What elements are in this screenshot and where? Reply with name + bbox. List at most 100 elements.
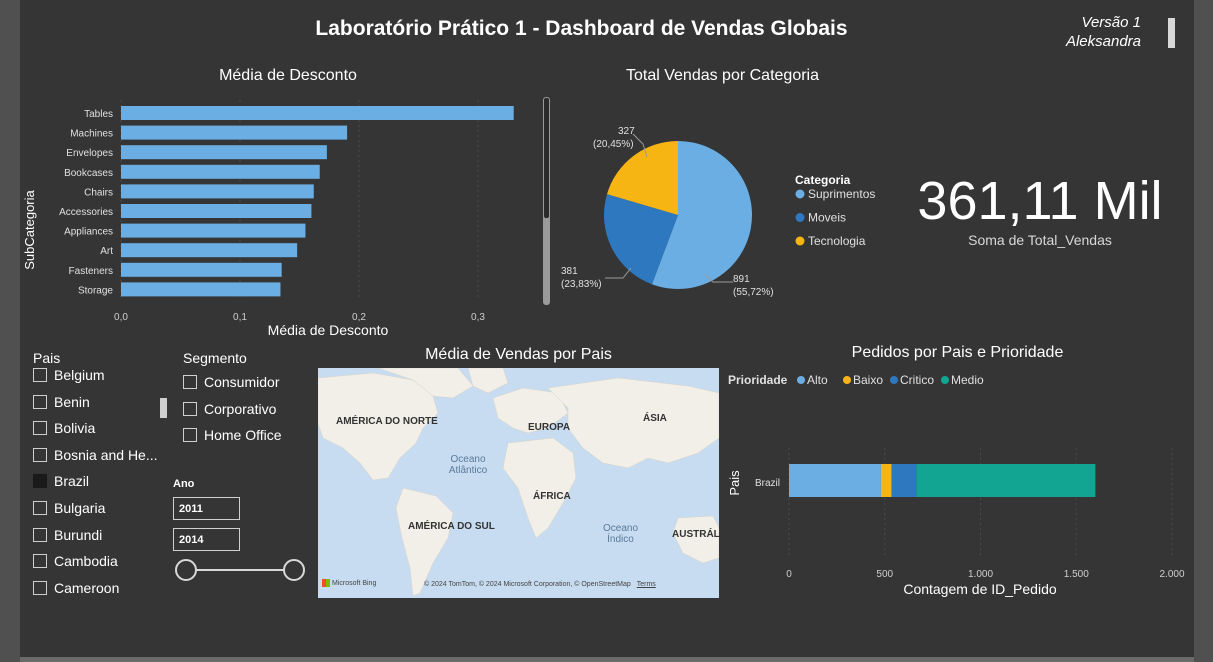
legend-item-moveis[interactable]: Moveis: [808, 211, 846, 225]
priority-bar-critico[interactable]: [891, 464, 917, 497]
category-legend-title: Categoria: [795, 173, 851, 187]
checkbox-icon[interactable]: [33, 421, 47, 436]
discount-category-label: Accessories: [59, 207, 113, 218]
discount-bar-accessories[interactable]: [121, 204, 312, 218]
priority-bar-baixo[interactable]: [880, 464, 892, 497]
discount-bar-envelopes[interactable]: [121, 145, 327, 160]
canvas-bottom-border: [20, 657, 1194, 662]
discount-scrollbar-thumb[interactable]: [544, 98, 549, 218]
priority-bar-chart: Prioridade Alto Baixo Critico Medio Pais Br…: [727, 373, 1185, 597]
priority-chart-ylabel: Pais: [727, 470, 742, 496]
priority-legend-title: Prioridade: [728, 373, 788, 387]
discount-category-label: Fasteners: [69, 266, 113, 277]
pais-item-label: Bosnia and He...: [54, 446, 158, 463]
segmento-item-label: Home Office: [204, 427, 282, 443]
pie-slice-tecnologia[interactable]: [607, 141, 678, 215]
legend-item-baixo[interactable]: Baixo: [853, 373, 883, 387]
pais-slicer-title: Pais: [33, 350, 61, 366]
discount-chart-scrollbar[interactable]: [543, 97, 550, 305]
discount-bar-tables[interactable]: [121, 106, 514, 120]
discount-category-label: Envelopes: [66, 148, 113, 159]
discount-x-tick: 0,2: [352, 312, 366, 323]
pais-item-benin[interactable]: Benin: [33, 392, 90, 412]
ano-end-input[interactable]: 2014: [173, 528, 240, 551]
version-info: Versão 1 Aleksandra: [1066, 13, 1141, 51]
map-label-south-america: AMÉRICA DO SUL: [408, 521, 495, 532]
segmento-item-corporativo[interactable]: Corporativo: [183, 399, 276, 419]
sales-map[interactable]: AMÉRICA DO NORTE EUROPA ÁSIA Oceano Atlâ…: [318, 368, 719, 598]
map-title: Média de Vendas por Pais: [425, 346, 612, 363]
atlantic-word-2: Atlântico: [448, 465, 488, 476]
category-pie-chart: 891 (55,72%) 381 (23,83%) 327 (20,45%) C…: [561, 126, 875, 298]
discount-bar-appliances[interactable]: [121, 223, 306, 238]
pais-item-cambodia[interactable]: Cambodia: [33, 551, 118, 571]
pie-label-pct-suprimentos: (55,72%): [733, 287, 774, 298]
map-attribution-text: © 2024 TomTom, © 2024 Microsoft Corporat…: [424, 581, 631, 588]
legend-item-suprimentos[interactable]: Suprimentos: [808, 187, 875, 201]
legend-dot-medio: [941, 376, 949, 384]
legend-item-medio[interactable]: Medio: [951, 373, 984, 387]
ano-start-input[interactable]: 2011: [173, 497, 240, 520]
checkbox-icon[interactable]: [33, 554, 47, 569]
pie-label-value-tecnologia: 327: [618, 126, 635, 137]
pais-item-belgium[interactable]: Belgium: [33, 365, 105, 385]
checkbox-icon[interactable]: [183, 428, 197, 442]
discount-category-label: Storage: [78, 285, 113, 296]
legend-dot-alto: [797, 376, 805, 384]
discount-bar-storage[interactable]: [121, 282, 281, 297]
checkbox-icon[interactable]: [33, 447, 47, 462]
pais-slicer-scrollbar[interactable]: [160, 398, 167, 418]
page-scrollbar[interactable]: [1168, 18, 1175, 48]
checkbox-icon[interactable]: [33, 368, 47, 382]
pie-label-pct-tecnologia: (20,45%): [593, 139, 634, 150]
priority-chart-xlabel: Contagem de ID_Pedido: [903, 581, 1057, 597]
legend-item-tecnologia[interactable]: Tecnologia: [808, 234, 866, 248]
checkbox-icon[interactable]: [183, 401, 197, 416]
discount-bar-fasteners[interactable]: [121, 262, 282, 277]
pais-item-cameroon[interactable]: Cameroon: [33, 578, 119, 598]
checkbox-icon[interactable]: [183, 375, 197, 389]
indian-word-1: Oceano: [602, 523, 639, 534]
checkbox-icon[interactable]: [33, 474, 47, 489]
legend-item-critico[interactable]: Critico: [900, 373, 934, 387]
pais-item-label: Burundi: [54, 526, 103, 543]
pais-item-brazil[interactable]: Brazil: [33, 471, 89, 491]
segmento-item-consumidor[interactable]: Consumidor: [183, 372, 279, 392]
discount-bar-machines[interactable]: [121, 125, 348, 140]
legend-dot-baixo: [843, 376, 851, 384]
map-attribution: © 2024 TomTom, © 2024 Microsoft Corporat…: [424, 581, 656, 588]
map-terms-link[interactable]: Terms: [636, 581, 656, 588]
pais-item-label: Cambodia: [54, 553, 118, 570]
pais-item-burundi[interactable]: Burundi: [33, 525, 102, 545]
ano-slicer-title: Ano: [173, 478, 195, 490]
checkbox-icon[interactable]: [33, 580, 47, 595]
discount-chart-ylabel: SubCategoria: [22, 189, 37, 269]
map-label-europe: EUROPA: [528, 422, 571, 433]
ano-range-end-handle[interactable]: [283, 559, 305, 581]
discount-category-label: Appliances: [64, 227, 113, 238]
legend-item-alto[interactable]: Alto: [807, 373, 828, 387]
pie-slice-moveis[interactable]: [604, 194, 678, 285]
pais-item-bulgaria[interactable]: Bulgaria: [33, 498, 105, 518]
discount-category-label: Bookcases: [64, 168, 113, 179]
ano-range-start-handle[interactable]: [175, 559, 197, 581]
discount-bar-art[interactable]: [121, 243, 298, 258]
checkbox-icon[interactable]: [33, 394, 47, 409]
map-land: [318, 368, 719, 597]
pais-item-bolivia[interactable]: Bolivia: [33, 418, 95, 438]
discount-x-tick: 0,1: [233, 312, 247, 323]
legend-dot-moveis: [795, 213, 805, 222]
discount-bar-bookcases[interactable]: [121, 164, 320, 179]
segmento-item-label: Corporativo: [204, 400, 277, 417]
pie-slice-suprimentos[interactable]: [651, 141, 752, 289]
checkbox-icon[interactable]: [33, 527, 47, 542]
pais-item-bosnia-and-he[interactable]: Bosnia and He...: [33, 445, 158, 465]
priority-category-label: Brazil: [755, 478, 780, 489]
discount-bar-chairs[interactable]: [121, 184, 314, 199]
dashboard-title: Laboratório Prático 1 - Dashboard de Ven…: [315, 17, 848, 40]
priority-bar-medio[interactable]: [916, 464, 1096, 497]
checkbox-icon[interactable]: [33, 501, 47, 515]
priority-bar-alto[interactable]: [789, 464, 881, 497]
segmento-item-home-office[interactable]: Home Office: [183, 425, 282, 445]
map-label-atlantic: Oceano Atlântico: [443, 454, 493, 476]
